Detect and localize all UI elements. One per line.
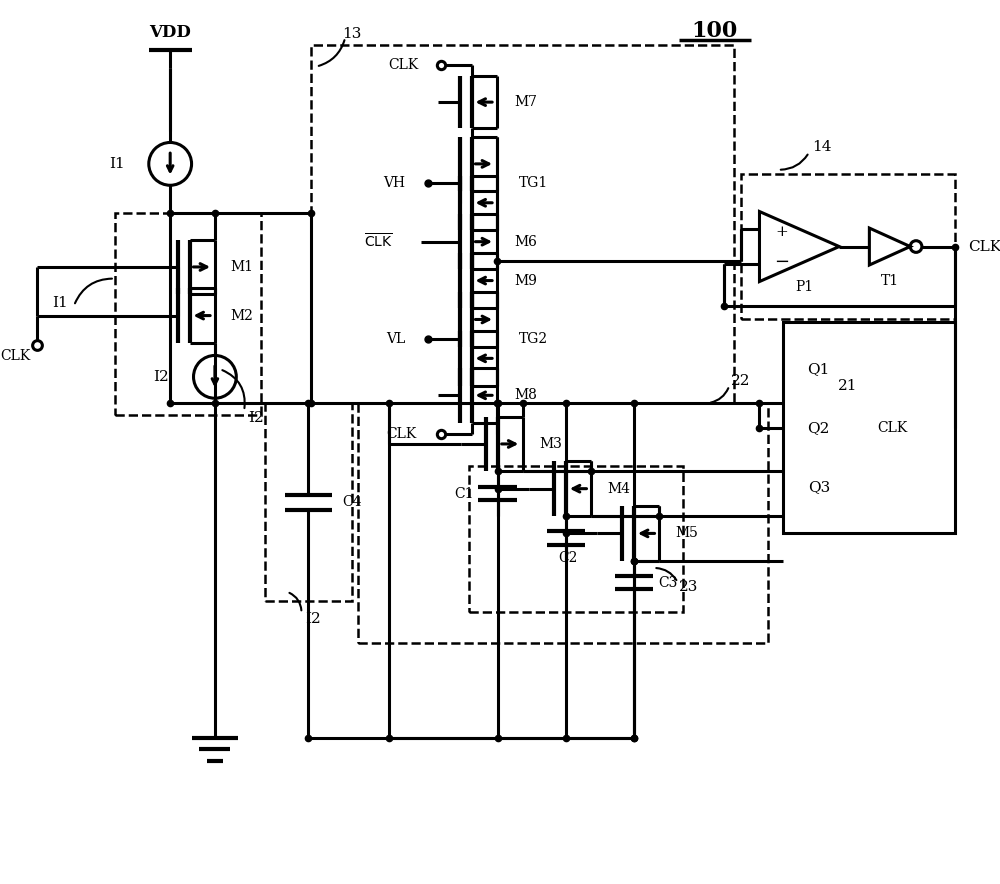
FancyArrowPatch shape — [75, 278, 112, 303]
Text: M1: M1 — [231, 260, 254, 274]
Text: T1: T1 — [881, 273, 899, 287]
Text: C2: C2 — [558, 551, 578, 565]
Bar — [115, 212, 261, 415]
Text: CLK: CLK — [0, 349, 30, 363]
Text: I1: I1 — [109, 156, 125, 171]
Text: C3: C3 — [658, 575, 678, 590]
FancyArrowPatch shape — [815, 392, 835, 408]
Text: P1: P1 — [795, 280, 813, 294]
Text: M2: M2 — [231, 309, 254, 323]
Text: 21: 21 — [838, 378, 858, 392]
Text: VH: VH — [383, 176, 405, 190]
Text: −: − — [774, 253, 789, 271]
Bar — [265, 403, 352, 601]
Text: M3: M3 — [539, 437, 562, 451]
Text: $\overline{\rm CLK}$: $\overline{\rm CLK}$ — [364, 232, 393, 251]
FancyArrowPatch shape — [656, 568, 676, 580]
FancyArrowPatch shape — [319, 40, 344, 66]
Text: 23: 23 — [679, 581, 698, 594]
Text: Q3: Q3 — [808, 480, 830, 494]
Text: TG1: TG1 — [519, 176, 549, 190]
Text: CLK: CLK — [969, 240, 1000, 254]
Text: 22: 22 — [731, 374, 751, 388]
Text: M9: M9 — [515, 273, 538, 287]
Bar — [469, 467, 683, 613]
Text: CLK: CLK — [878, 421, 908, 435]
Text: C1: C1 — [454, 486, 474, 500]
Text: +: + — [775, 225, 788, 239]
FancyArrowPatch shape — [222, 370, 245, 408]
Text: VDD: VDD — [149, 24, 191, 41]
FancyArrowPatch shape — [781, 155, 808, 170]
Text: I2: I2 — [154, 370, 169, 384]
Text: CLK: CLK — [388, 57, 419, 72]
Text: VL: VL — [386, 332, 405, 346]
Text: I2: I2 — [248, 411, 264, 424]
FancyArrowPatch shape — [711, 388, 728, 402]
Text: M8: M8 — [515, 388, 538, 402]
Text: I1: I1 — [52, 296, 68, 310]
Text: 14: 14 — [812, 141, 831, 155]
Text: Q1: Q1 — [808, 362, 830, 376]
Text: M6: M6 — [515, 234, 538, 248]
FancyArrowPatch shape — [289, 593, 301, 610]
Text: 13: 13 — [342, 27, 362, 41]
Text: M7: M7 — [515, 95, 538, 109]
Bar — [311, 45, 734, 403]
Text: CLK: CLK — [386, 427, 417, 441]
Text: I2: I2 — [305, 612, 321, 626]
Text: TG2: TG2 — [519, 332, 548, 346]
Bar — [783, 323, 955, 533]
Bar — [358, 403, 768, 644]
Text: 100: 100 — [692, 19, 738, 42]
Text: C4: C4 — [342, 495, 362, 509]
Bar — [741, 173, 955, 319]
Text: M5: M5 — [675, 526, 698, 540]
Text: M4: M4 — [607, 482, 630, 496]
Text: Q2: Q2 — [808, 421, 830, 435]
